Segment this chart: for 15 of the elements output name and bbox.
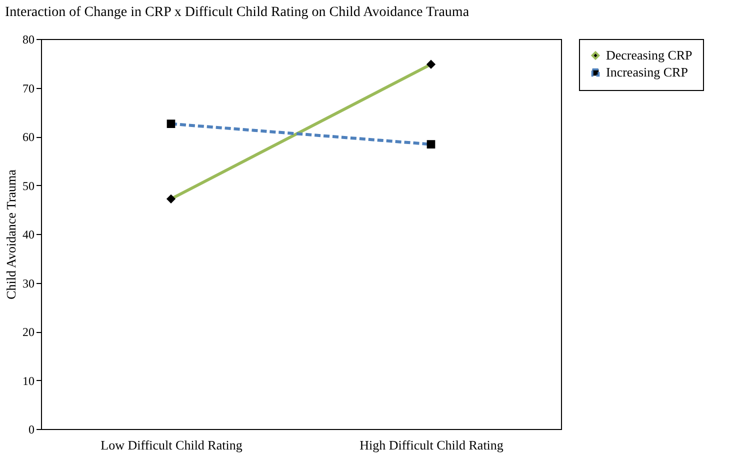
y-tick-label: 80	[22, 32, 34, 46]
y-tick-label: 70	[22, 81, 34, 96]
y-tick-label: 50	[22, 178, 34, 193]
y-tick-label: 30	[22, 276, 34, 290]
legend-label: Decreasing CRP	[606, 48, 692, 62]
y-axis-title: Child Avoidance Trauma	[4, 169, 18, 300]
chart-title: Interaction of Change in CRP x Difficult Child Rating on Child Avoidance Trauma	[5, 5, 470, 20]
y-tick-label: 40	[22, 228, 34, 242]
y-tick-label: 60	[22, 130, 34, 144]
y-tick-label: 20	[22, 325, 34, 339]
x-tick-label: High Difficult Child Rating	[360, 438, 504, 452]
x-tick-label: Low Difficult Child Rating	[100, 438, 243, 452]
y-tick-label: 10	[22, 374, 34, 388]
y-tick-label: 0	[28, 422, 34, 436]
legend-label: Increasing CRP	[606, 64, 688, 80]
